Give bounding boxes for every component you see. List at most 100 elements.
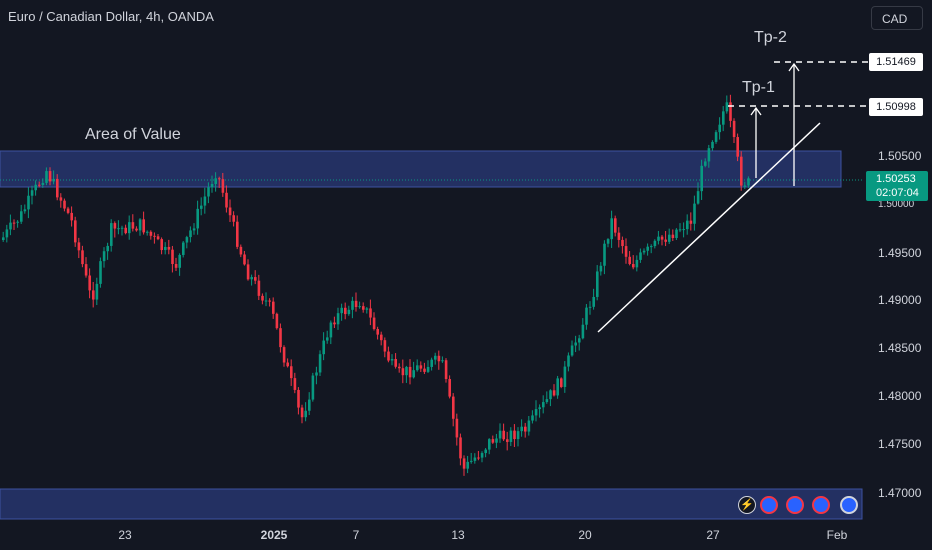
candle-body [16, 221, 19, 223]
candle-body [632, 264, 635, 268]
symbol-title[interactable]: Euro / Canadian Dollar, 4h, OANDA [8, 9, 214, 24]
candle-body [315, 372, 318, 376]
candle-body [585, 307, 588, 325]
candle-body [466, 461, 469, 469]
eu-flag-icon[interactable] [786, 496, 804, 514]
candle-body [372, 317, 376, 330]
candle-body [646, 246, 649, 251]
candle-body [142, 219, 145, 233]
candle-body [570, 345, 574, 356]
candle-body [45, 171, 48, 183]
candle-body [250, 277, 253, 280]
candle-body [99, 261, 102, 284]
candle-body [408, 366, 412, 378]
candle-body [110, 223, 113, 246]
candle-body [563, 366, 567, 387]
lightning-icon[interactable]: ⚡ [738, 496, 756, 514]
price-tick: 1.50500 [878, 149, 922, 163]
candle-body [491, 439, 495, 443]
candle-body [534, 409, 538, 416]
candle-body [722, 111, 725, 125]
candle-body [725, 102, 729, 112]
candle-body [545, 399, 549, 403]
candle-body [520, 426, 523, 432]
candle-body [624, 246, 628, 257]
candle-body [329, 322, 333, 338]
candle-body [286, 362, 289, 367]
candle-body [362, 306, 365, 310]
candle-body [344, 307, 347, 315]
candle-body [380, 334, 383, 341]
price-tick: 1.47500 [878, 437, 922, 451]
candle-body [23, 209, 27, 212]
tp1-label: Tp-1 [742, 79, 775, 96]
candle-body [196, 208, 199, 229]
candle-body [678, 229, 682, 231]
candle-body [747, 178, 750, 186]
candle-body [236, 221, 239, 247]
candle-body [642, 250, 646, 253]
candle-body [506, 439, 509, 442]
candle-body [120, 227, 124, 229]
candle-body [578, 338, 581, 343]
candle-body [178, 254, 181, 268]
date-tick-year: 2025 [260, 528, 288, 542]
candle-body [138, 219, 142, 231]
candle-body [308, 399, 311, 411]
candle-body [696, 191, 700, 204]
candle-body [704, 161, 707, 166]
candle-body [182, 242, 185, 255]
eu-flag-icon[interactable] [760, 496, 778, 514]
candle-body [462, 458, 466, 469]
tp2-arrowhead [788, 62, 800, 72]
date-tick: 7 [352, 528, 360, 542]
candle-body [48, 171, 52, 182]
candle-body [455, 418, 459, 438]
candle-body [135, 228, 138, 231]
trend-line[interactable] [597, 122, 821, 333]
candle-body [232, 215, 235, 222]
candle-body [495, 438, 498, 443]
candle-body [729, 102, 732, 121]
area-of-value-label: Area of Value [85, 126, 181, 143]
price-tick: 1.49500 [878, 246, 922, 260]
candle-body [502, 430, 505, 440]
candle-body [264, 300, 268, 302]
eu-flag-icon[interactable] [840, 496, 858, 514]
candle-body [200, 205, 203, 209]
candle-body [603, 243, 606, 266]
currency-button[interactable]: CAD [871, 6, 923, 30]
candle-body [430, 359, 433, 367]
candle-body [354, 300, 358, 308]
candle-body [239, 246, 243, 255]
eu-flag-icon[interactable] [812, 496, 830, 514]
candle-body [459, 437, 462, 459]
candle-body [614, 218, 617, 233]
candle-body [740, 156, 743, 186]
candle-body [671, 234, 675, 239]
candle-body [38, 184, 41, 186]
candle-body [243, 254, 246, 265]
candle-body [574, 342, 577, 346]
candle-body [686, 220, 689, 230]
candle-body [387, 351, 390, 361]
candle-body [610, 218, 613, 240]
candle-body [441, 360, 444, 362]
candle-body [146, 231, 149, 233]
area-of-value-zone[interactable] [0, 150, 842, 188]
candle-body [567, 355, 570, 367]
candle-body [131, 222, 135, 229]
candle-body [2, 237, 5, 240]
candle-body [304, 410, 307, 418]
candle-body [383, 340, 387, 352]
candle-body [268, 300, 271, 302]
price-tick: 1.48500 [878, 341, 922, 355]
price-tick: 1.47000 [878, 486, 922, 500]
support-zone[interactable] [0, 488, 863, 520]
countdown-timer: 02:07:04 [876, 187, 919, 199]
candle-body [322, 340, 325, 355]
candle-body [498, 430, 502, 439]
candle-body [326, 337, 329, 341]
candle-body [84, 264, 88, 276]
